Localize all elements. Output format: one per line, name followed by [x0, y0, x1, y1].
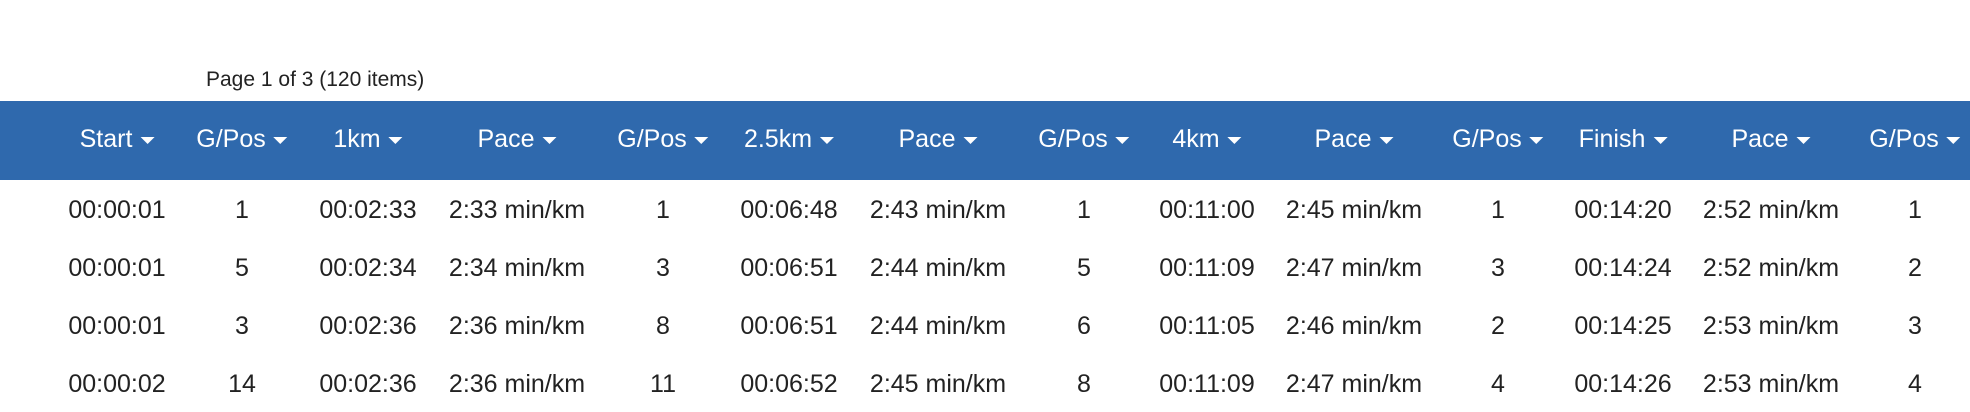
table-cell: 00:00:02 — [68, 370, 166, 398]
table-cell: 00:11:00 — [1159, 196, 1255, 224]
table-cell: 2:44 min/km — [869, 254, 1007, 282]
column-header[interactable]: G/Pos — [617, 125, 708, 154]
table-cell: 3 — [1491, 254, 1505, 282]
table-cell: 2:46 min/km — [1285, 312, 1423, 340]
table-cell: 00:14:24 — [1574, 254, 1672, 282]
table-cell: 2 — [1908, 254, 1922, 282]
column-header[interactable]: 4km — [1172, 125, 1241, 154]
column-header[interactable]: Pace — [478, 125, 557, 154]
table-cell: 00:06:51 — [740, 254, 838, 282]
column-header[interactable]: G/Pos — [1452, 125, 1543, 154]
table-cell: 3 — [1908, 312, 1922, 340]
table-cell: 00:06:51 — [740, 312, 838, 340]
table-cell: 2:44 min/km — [869, 312, 1007, 340]
table-cell: 00:11:09 — [1159, 370, 1255, 398]
table-cell: 2:53 min/km — [1702, 370, 1840, 398]
column-header[interactable]: Pace — [1315, 125, 1394, 154]
table-cell: 2:52 min/km — [1702, 254, 1840, 282]
table-cell: 00:02:36 — [319, 370, 417, 398]
table-cell: 2:33 min/km — [448, 196, 586, 224]
column-header[interactable]: Start — [80, 125, 155, 154]
table-cell: 1 — [656, 196, 670, 224]
table-cell: 1 — [235, 196, 249, 224]
table-cell: 2:36 min/km — [448, 370, 586, 398]
table-body: 00:00:01 1 00:02:33 2:33 min/km 1 00:06:48 2:4… — [0, 180, 1970, 412]
table-cell: 00:02:33 — [319, 196, 417, 224]
table-cell: 11 — [650, 370, 676, 398]
table-cell: 2:43 min/km — [869, 196, 1007, 224]
table-cell: 1 — [1077, 196, 1091, 224]
table-cell: 2:47 min/km — [1285, 254, 1423, 282]
column-header[interactable]: Finish — [1579, 125, 1668, 154]
column-header[interactable]: 1km — [333, 125, 402, 154]
column-header[interactable]: G/Pos — [1869, 125, 1960, 154]
table-cell: 00:11:09 — [1159, 254, 1255, 282]
column-header[interactable]: G/Pos — [196, 125, 287, 154]
table-cell: 2:34 min/km — [448, 254, 586, 282]
table-cell: 2:45 min/km — [1285, 196, 1423, 224]
table-cell: 8 — [656, 312, 670, 340]
table-cell: 00:11:05 — [1159, 312, 1255, 340]
table-cell: 5 — [235, 254, 249, 282]
column-header[interactable]: G/Pos — [1038, 125, 1129, 154]
table-header: Start G/Pos 1km Pace G/Pos 2.5km Pace G/Pos 4km P… — [0, 101, 1970, 180]
table-cell: 00:00:01 — [68, 312, 166, 340]
table-cell: 00:02:36 — [319, 312, 417, 340]
table-cell: 2:52 min/km — [1702, 196, 1840, 224]
table-cell: 2:36 min/km — [448, 312, 586, 340]
table-cell: 2:53 min/km — [1702, 312, 1840, 340]
table-cell: 00:06:52 — [740, 370, 838, 398]
table-cell: 8 — [1077, 370, 1091, 398]
table-cell: 00:02:34 — [319, 254, 417, 282]
table-cell: 1 — [1908, 196, 1922, 224]
table-cell: 00:14:25 — [1574, 312, 1672, 340]
table-cell: 2 — [1491, 312, 1505, 340]
table-cell: 3 — [235, 312, 249, 340]
table-cell: 1 — [1491, 196, 1505, 224]
table-cell: 2:45 min/km — [869, 370, 1007, 398]
table-cell: 00:14:20 — [1574, 196, 1672, 224]
table-cell: 2:47 min/km — [1285, 370, 1423, 398]
table-cell: 6 — [1077, 312, 1091, 340]
table-cell: 5 — [1077, 254, 1091, 282]
table-cell: 4 — [1908, 370, 1922, 398]
table-cell: 14 — [228, 370, 256, 398]
table-cell: 3 — [656, 254, 670, 282]
table-cell: 00:00:01 — [68, 196, 166, 224]
table-cell: 4 — [1491, 370, 1505, 398]
table-cell: 00:06:48 — [740, 196, 838, 224]
column-header[interactable]: Pace — [1732, 125, 1811, 154]
column-header[interactable]: Pace — [899, 125, 978, 154]
pager-info: Page 1 of 3 (120 items) — [206, 68, 425, 91]
column-header[interactable]: 2.5km — [744, 125, 834, 154]
table-cell: 00:14:26 — [1574, 370, 1672, 398]
table-cell: 00:00:01 — [68, 254, 166, 282]
